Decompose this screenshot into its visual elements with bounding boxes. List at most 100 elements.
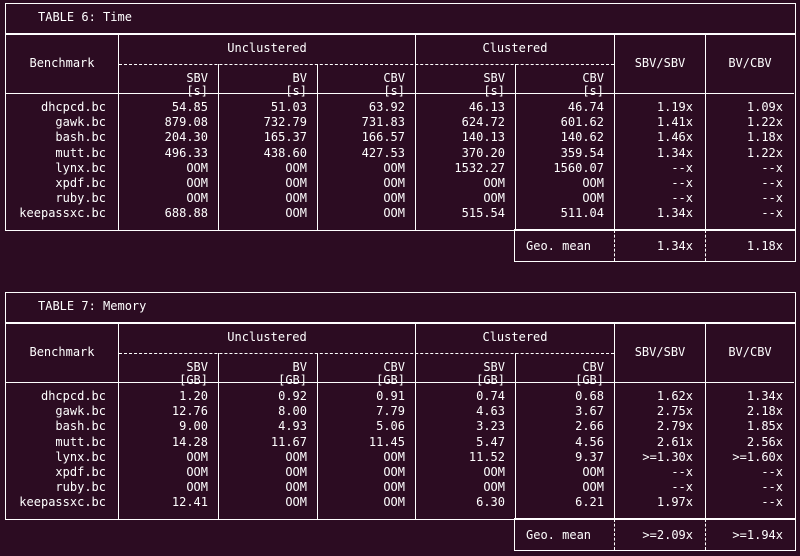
table-cell: >=1.60x — [732, 449, 783, 464]
table-cell: OOM — [186, 449, 208, 464]
table-cell: OOM — [383, 495, 405, 510]
table-cell: OOM — [483, 465, 505, 479]
table-cell: 6.21 — [575, 495, 604, 510]
table-cell: 1.85x — [746, 419, 783, 434]
table-cell: 4.63 — [476, 404, 505, 419]
benchmark-name: xpdf.bc — [55, 176, 106, 190]
table-cell: OOM — [383, 206, 405, 221]
table-cell: OOM — [186, 176, 208, 190]
table-cell: 0.91 — [376, 389, 405, 403]
table-cell: 11.52 — [468, 449, 505, 464]
col-unit: [s] — [186, 84, 208, 98]
benchmark-name: gawk.bc — [55, 404, 106, 419]
header-ratio-bv-cbv: BV/CBV — [728, 56, 772, 70]
geo-mean-ratio-bv-cbv: 1.18x — [746, 239, 783, 253]
table-cell: OOM — [383, 160, 405, 175]
table-cell: OOM — [285, 480, 307, 495]
table-cell: OOM — [186, 191, 208, 206]
col-divider — [614, 324, 615, 519]
table-caption: TABLE 6: Time — [38, 10, 132, 24]
table-cell: OOM — [383, 465, 405, 479]
col-header: SBV — [186, 360, 208, 374]
col-unit: [GB] — [179, 373, 208, 387]
geo-divider — [705, 230, 706, 261]
table-cell: 140.13 — [461, 130, 505, 145]
table-frame — [5, 34, 796, 231]
table-cell: OOM — [582, 176, 604, 190]
benchmark-name: keepassxc.bc — [19, 206, 106, 221]
col-unit: [s] — [383, 84, 405, 98]
table-cell: 1.46x — [656, 130, 693, 145]
table-cell: 879.08 — [164, 115, 208, 130]
table-cell: 1.09x — [746, 100, 783, 114]
table-cell: 688.88 — [164, 206, 208, 221]
header-clustered: Clustered — [482, 41, 548, 55]
col-divider — [317, 64, 318, 230]
geo-divider — [614, 519, 615, 550]
benchmark-name: dhcpcd.bc — [40, 389, 106, 403]
table-cell: 1.62x — [656, 389, 693, 403]
table-cell: 624.72 — [461, 115, 505, 130]
benchmark-name: lynx.bc — [55, 160, 106, 175]
col-unit: [s] — [285, 84, 307, 98]
table-cell: OOM — [483, 176, 505, 190]
geo-divider — [614, 230, 615, 261]
benchmark-name: keepassxc.bc — [19, 495, 106, 510]
table-cell: 731.83 — [361, 115, 405, 130]
table-cell: 46.74 — [567, 100, 604, 114]
table-cell: 1.41x — [656, 115, 693, 130]
table-cell: OOM — [186, 480, 208, 495]
table-cell: 2.75x — [656, 404, 693, 419]
benchmark-name: gawk.bc — [55, 115, 106, 130]
benchmark-name: bash.bc — [55, 130, 106, 145]
table-cell: 54.85 — [171, 100, 208, 114]
table-cell: OOM — [285, 449, 307, 464]
table-cell: 0.92 — [278, 389, 307, 403]
table-cell: 511.04 — [560, 206, 604, 221]
table-cell: 0.68 — [575, 389, 604, 403]
table-cell: 359.54 — [560, 145, 604, 160]
header-clustered: Clustered — [482, 330, 548, 344]
subheader-rule — [119, 353, 614, 354]
table-cell: 4.56 — [575, 434, 604, 449]
table-cell: --x — [671, 176, 693, 190]
table-cell: 601.62 — [560, 115, 604, 130]
table-cell: OOM — [285, 191, 307, 206]
table-cell: 2.61x — [656, 434, 693, 449]
table-cell: 1.34x — [746, 389, 783, 403]
col-unit: [GB] — [278, 373, 307, 387]
table-cell: 1.34x — [656, 206, 693, 221]
table-cell: --x — [761, 495, 783, 510]
table-cell: OOM — [582, 191, 604, 206]
header-ratio-sbv: SBV/SBV — [634, 56, 686, 70]
benchmark-name: ruby.bc — [55, 191, 106, 206]
benchmark-name: mutt.bc — [55, 434, 106, 449]
header-ratio-sbv: SBV/SBV — [634, 345, 686, 359]
table-cell: 12.76 — [171, 404, 208, 419]
table-cell: --x — [761, 480, 783, 495]
col-unit: [GB] — [575, 373, 604, 387]
table-cell: 6.30 — [476, 495, 505, 510]
col-header: SBV — [186, 71, 208, 85]
table-cell: 515.54 — [461, 206, 505, 221]
col-header: CBV — [582, 360, 604, 374]
table-cell: OOM — [285, 495, 307, 510]
benchmark-name: bash.bc — [55, 419, 106, 434]
table-frame — [5, 323, 796, 520]
table-cell: --x — [761, 465, 783, 479]
table-cell: 5.47 — [476, 434, 505, 449]
table-cell: 1.34x — [656, 145, 693, 160]
table-cell: 8.00 — [278, 404, 307, 419]
table-cell: --x — [761, 176, 783, 190]
benchmark-name: ruby.bc — [55, 480, 106, 495]
table-cell: 496.33 — [164, 145, 208, 160]
table-cell: 51.03 — [270, 100, 307, 114]
table-caption-box — [5, 292, 796, 323]
table-cell: 0.74 — [476, 389, 505, 403]
table-cell: 204.30 — [164, 130, 208, 145]
col-unit: [s] — [483, 84, 505, 98]
table-cell: --x — [761, 160, 783, 175]
table-cell: 1.22x — [746, 145, 783, 160]
geo-mean-box — [514, 518, 796, 551]
table-cell: --x — [761, 206, 783, 221]
